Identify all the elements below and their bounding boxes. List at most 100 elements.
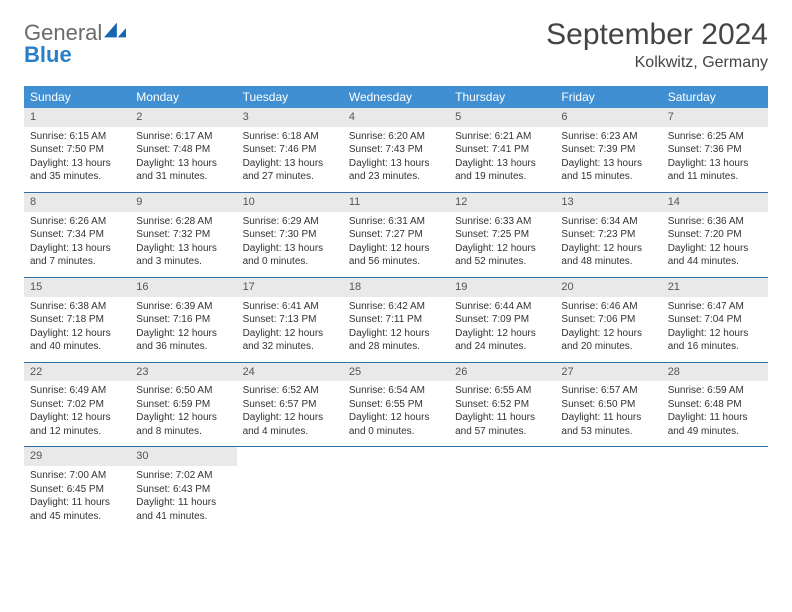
day-number: 15	[24, 278, 130, 297]
daylight-text: Daylight: 12 hours and 48 minutes.	[561, 242, 655, 269]
sunrise-text: Sunrise: 6:55 AM	[455, 384, 549, 398]
sunrise-text: Sunrise: 6:46 AM	[561, 300, 655, 314]
sunrise-text: Sunrise: 6:42 AM	[349, 300, 443, 314]
day-cell: 28Sunrise: 6:59 AMSunset: 6:48 PMDayligh…	[662, 363, 768, 447]
day-body: Sunrise: 7:00 AMSunset: 6:45 PMDaylight:…	[24, 466, 130, 531]
logo: General Blue	[24, 18, 126, 66]
sunrise-text: Sunrise: 6:29 AM	[243, 215, 337, 229]
day-body: Sunrise: 6:28 AMSunset: 7:32 PMDaylight:…	[130, 212, 236, 277]
daylight-text: Daylight: 12 hours and 8 minutes.	[136, 411, 230, 438]
day-cell: 14Sunrise: 6:36 AMSunset: 7:20 PMDayligh…	[662, 193, 768, 277]
sunrise-text: Sunrise: 6:25 AM	[668, 130, 762, 144]
day-number: 13	[555, 193, 661, 212]
day-body: Sunrise: 6:42 AMSunset: 7:11 PMDaylight:…	[343, 297, 449, 362]
day-number: 30	[130, 447, 236, 466]
day-number: 9	[130, 193, 236, 212]
sunset-text: Sunset: 7:43 PM	[349, 143, 443, 157]
day-header: Saturday	[662, 86, 768, 108]
day-body: Sunrise: 6:25 AMSunset: 7:36 PMDaylight:…	[662, 127, 768, 192]
day-number: 24	[237, 363, 343, 382]
daylight-text: Daylight: 13 hours and 15 minutes.	[561, 157, 655, 184]
day-body: Sunrise: 6:46 AMSunset: 7:06 PMDaylight:…	[555, 297, 661, 362]
daylight-text: Daylight: 11 hours and 57 minutes.	[455, 411, 549, 438]
day-number: 17	[237, 278, 343, 297]
day-number: 27	[555, 363, 661, 382]
daylight-text: Daylight: 13 hours and 0 minutes.	[243, 242, 337, 269]
daylight-text: Daylight: 13 hours and 19 minutes.	[455, 157, 549, 184]
sunset-text: Sunset: 6:57 PM	[243, 398, 337, 412]
day-cell: 12Sunrise: 6:33 AMSunset: 7:25 PMDayligh…	[449, 193, 555, 277]
sunrise-text: Sunrise: 6:21 AM	[455, 130, 549, 144]
day-number: 1	[24, 108, 130, 127]
sunrise-text: Sunrise: 6:15 AM	[30, 130, 124, 144]
logo-sail-icon	[104, 22, 126, 38]
title-block: September 2024 Kolkwitz, Germany	[546, 18, 768, 72]
day-number: 10	[237, 193, 343, 212]
day-body: Sunrise: 6:23 AMSunset: 7:39 PMDaylight:…	[555, 127, 661, 192]
sunset-text: Sunset: 7:18 PM	[30, 313, 124, 327]
daylight-text: Daylight: 12 hours and 32 minutes.	[243, 327, 337, 354]
sunrise-text: Sunrise: 6:38 AM	[30, 300, 124, 314]
daylight-text: Daylight: 12 hours and 24 minutes.	[455, 327, 549, 354]
day-cell: 2Sunrise: 6:17 AMSunset: 7:48 PMDaylight…	[130, 108, 236, 192]
daylight-text: Daylight: 12 hours and 0 minutes.	[349, 411, 443, 438]
day-body: Sunrise: 6:52 AMSunset: 6:57 PMDaylight:…	[237, 381, 343, 446]
daylight-text: Daylight: 12 hours and 36 minutes.	[136, 327, 230, 354]
day-body: Sunrise: 6:41 AMSunset: 7:13 PMDaylight:…	[237, 297, 343, 362]
sunset-text: Sunset: 7:02 PM	[30, 398, 124, 412]
sunrise-text: Sunrise: 6:36 AM	[668, 215, 762, 229]
sunset-text: Sunset: 7:16 PM	[136, 313, 230, 327]
day-body: Sunrise: 6:33 AMSunset: 7:25 PMDaylight:…	[449, 212, 555, 277]
sunrise-text: Sunrise: 6:41 AM	[243, 300, 337, 314]
daylight-text: Daylight: 12 hours and 52 minutes.	[455, 242, 549, 269]
daylight-text: Daylight: 13 hours and 7 minutes.	[30, 242, 124, 269]
day-number: 18	[343, 278, 449, 297]
day-body: Sunrise: 6:57 AMSunset: 6:50 PMDaylight:…	[555, 381, 661, 446]
sunrise-text: Sunrise: 6:39 AM	[136, 300, 230, 314]
daylight-text: Daylight: 11 hours and 49 minutes.	[668, 411, 762, 438]
day-number: 22	[24, 363, 130, 382]
sunrise-text: Sunrise: 6:47 AM	[668, 300, 762, 314]
day-number: 8	[24, 193, 130, 212]
sunrise-text: Sunrise: 7:00 AM	[30, 469, 124, 483]
sunset-text: Sunset: 7:13 PM	[243, 313, 337, 327]
day-number: 21	[662, 278, 768, 297]
daylight-text: Daylight: 13 hours and 23 minutes.	[349, 157, 443, 184]
day-cell	[662, 447, 768, 531]
sunrise-text: Sunrise: 6:54 AM	[349, 384, 443, 398]
sunset-text: Sunset: 7:36 PM	[668, 143, 762, 157]
sunrise-text: Sunrise: 6:59 AM	[668, 384, 762, 398]
day-header: Monday	[130, 86, 236, 108]
daylight-text: Daylight: 13 hours and 27 minutes.	[243, 157, 337, 184]
sunrise-text: Sunrise: 6:23 AM	[561, 130, 655, 144]
daylight-text: Daylight: 11 hours and 45 minutes.	[30, 496, 124, 523]
day-number: 2	[130, 108, 236, 127]
day-cell: 5 Sunrise: 6:21 AMSunset: 7:41 PMDaylight…	[449, 108, 555, 192]
day-cell: 25Sunrise: 6:54 AMSunset: 6:55 PMDayligh…	[343, 363, 449, 447]
day-header: Thursday	[449, 86, 555, 108]
sunset-text: Sunset: 7:34 PM	[30, 228, 124, 242]
day-number: 26	[449, 363, 555, 382]
day-cell: 10Sunrise: 6:29 AMSunset: 7:30 PMDayligh…	[237, 193, 343, 277]
daylight-text: Daylight: 11 hours and 41 minutes.	[136, 496, 230, 523]
day-body: Sunrise: 6:15 AMSunset: 7:50 PMDaylight:…	[24, 127, 130, 192]
day-cell: 11Sunrise: 6:31 AMSunset: 7:27 PMDayligh…	[343, 193, 449, 277]
day-cell: 16Sunrise: 6:39 AMSunset: 7:16 PMDayligh…	[130, 278, 236, 362]
day-header: Wednesday	[343, 86, 449, 108]
day-body: Sunrise: 6:38 AMSunset: 7:18 PMDaylight:…	[24, 297, 130, 362]
daylight-text: Daylight: 11 hours and 53 minutes.	[561, 411, 655, 438]
day-number: 5	[449, 108, 555, 127]
sunrise-text: Sunrise: 6:50 AM	[136, 384, 230, 398]
daylight-text: Daylight: 13 hours and 35 minutes.	[30, 157, 124, 184]
day-body: Sunrise: 6:29 AMSunset: 7:30 PMDaylight:…	[237, 212, 343, 277]
sunrise-text: Sunrise: 6:26 AM	[30, 215, 124, 229]
day-cell: 24Sunrise: 6:52 AMSunset: 6:57 PMDayligh…	[237, 363, 343, 447]
day-cell: 22Sunrise: 6:49 AMSunset: 7:02 PMDayligh…	[24, 363, 130, 447]
day-cell	[237, 447, 343, 531]
week-row: 29Sunrise: 7:00 AMSunset: 6:45 PMDayligh…	[24, 447, 768, 531]
logo-text-gray: General	[24, 22, 102, 44]
daylight-text: Daylight: 13 hours and 11 minutes.	[668, 157, 762, 184]
day-cell: 8 Sunrise: 6:26 AMSunset: 7:34 PMDaylight…	[24, 193, 130, 277]
day-cell	[449, 447, 555, 531]
sunset-text: Sunset: 7:41 PM	[455, 143, 549, 157]
